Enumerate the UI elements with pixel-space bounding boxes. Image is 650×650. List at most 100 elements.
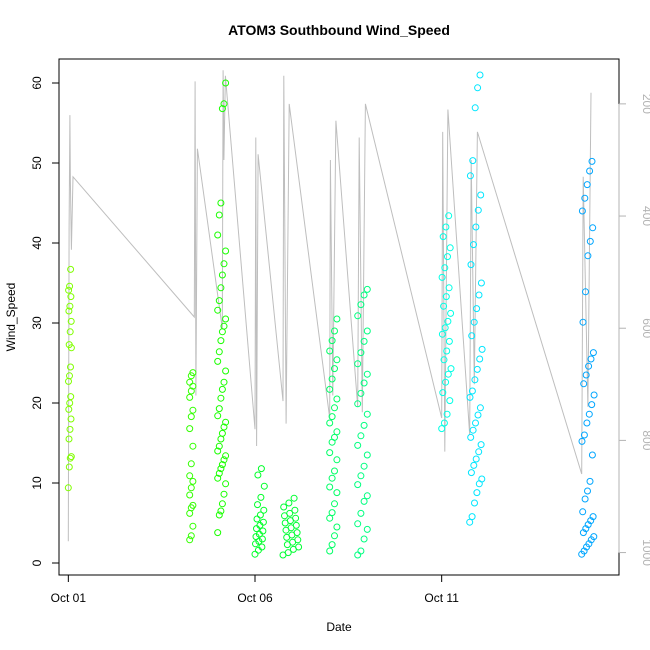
data-point xyxy=(444,253,451,261)
data-point xyxy=(333,356,341,364)
data-point xyxy=(326,385,334,393)
data-point xyxy=(354,551,362,559)
data-point xyxy=(442,223,450,231)
y-tick-label: 60 xyxy=(30,76,44,90)
data-point xyxy=(217,394,225,402)
data-point xyxy=(66,372,73,380)
data-point xyxy=(222,79,230,87)
data-point xyxy=(186,472,194,480)
data-point xyxy=(333,456,341,464)
data-point xyxy=(579,508,587,516)
data-point xyxy=(189,522,197,530)
data-point xyxy=(471,499,478,507)
data-point xyxy=(470,461,478,469)
y-axis-left: 0 10 20 30 40 50 60 xyxy=(30,76,60,566)
series-8 xyxy=(438,212,455,433)
data-point xyxy=(222,367,230,375)
series-3 xyxy=(214,79,230,537)
data-point xyxy=(220,100,228,108)
data-point xyxy=(187,387,195,395)
data-point xyxy=(333,523,341,531)
data-point xyxy=(214,412,222,420)
data-point xyxy=(447,309,455,317)
data-point xyxy=(590,533,598,541)
data-point xyxy=(257,493,265,501)
data-point xyxy=(214,529,222,537)
data-point xyxy=(445,212,453,220)
data-point xyxy=(363,410,371,418)
data-point xyxy=(218,461,226,469)
data-point xyxy=(286,509,294,517)
data-point xyxy=(331,467,338,475)
data-point xyxy=(466,172,474,180)
data-point xyxy=(473,365,481,373)
data-point xyxy=(475,448,483,456)
data-point xyxy=(470,318,478,326)
series-1 xyxy=(64,265,75,492)
data-point xyxy=(259,527,267,535)
data-point xyxy=(354,481,362,489)
data-point xyxy=(581,495,589,503)
data-point xyxy=(189,369,197,377)
data-point xyxy=(354,400,362,408)
data-point xyxy=(439,389,447,397)
data-point xyxy=(189,501,197,509)
data-point xyxy=(214,231,222,239)
data-point xyxy=(586,237,594,245)
data-point xyxy=(253,515,261,523)
y2-tick-label: 600 xyxy=(640,318,650,338)
data-point xyxy=(326,449,334,457)
data-point xyxy=(294,536,302,544)
data-point xyxy=(440,356,448,364)
series-2 xyxy=(186,369,197,544)
data-point xyxy=(588,157,596,165)
y-tick-label: 0 xyxy=(30,559,44,566)
data-point xyxy=(474,411,482,419)
data-point xyxy=(581,194,589,202)
data-point xyxy=(256,511,264,519)
y-axis-right: 200 400 600 800 1000 xyxy=(618,94,650,566)
data-point xyxy=(218,328,226,336)
data-point xyxy=(583,419,591,427)
data-point xyxy=(467,433,475,441)
data-point xyxy=(446,397,454,405)
data-point xyxy=(580,431,588,439)
data-point xyxy=(477,441,485,449)
data-point xyxy=(187,484,195,492)
data-point xyxy=(443,347,451,355)
data-point xyxy=(440,419,448,427)
data-point xyxy=(578,437,586,445)
chart-title: ATOM3 Southbound Wind_Speed xyxy=(228,22,450,38)
data-point xyxy=(254,501,261,509)
data-point xyxy=(189,477,197,485)
data-point xyxy=(222,480,230,488)
data-point xyxy=(443,410,451,418)
data-point xyxy=(588,451,596,459)
data-point xyxy=(66,302,74,310)
data-point xyxy=(258,543,266,551)
data-point xyxy=(589,513,597,521)
data-point xyxy=(292,514,300,522)
data-point xyxy=(260,506,268,514)
data-point xyxy=(220,378,228,386)
data-point xyxy=(65,341,73,349)
data-point xyxy=(186,425,194,433)
data-point xyxy=(360,421,368,429)
data-point xyxy=(590,391,598,399)
data-point xyxy=(215,348,223,356)
data-point xyxy=(360,337,368,345)
data-point xyxy=(586,167,594,175)
series-10 xyxy=(578,157,598,558)
data-point xyxy=(363,327,371,335)
data-point xyxy=(472,419,479,427)
data-point xyxy=(217,435,225,443)
data-point xyxy=(439,233,447,241)
data-point xyxy=(363,370,371,378)
data-point xyxy=(441,264,449,272)
data-point xyxy=(326,347,334,355)
data-point xyxy=(328,413,336,421)
data-point xyxy=(65,307,73,315)
pressure-trace-line xyxy=(67,70,592,542)
data-point xyxy=(442,293,450,301)
